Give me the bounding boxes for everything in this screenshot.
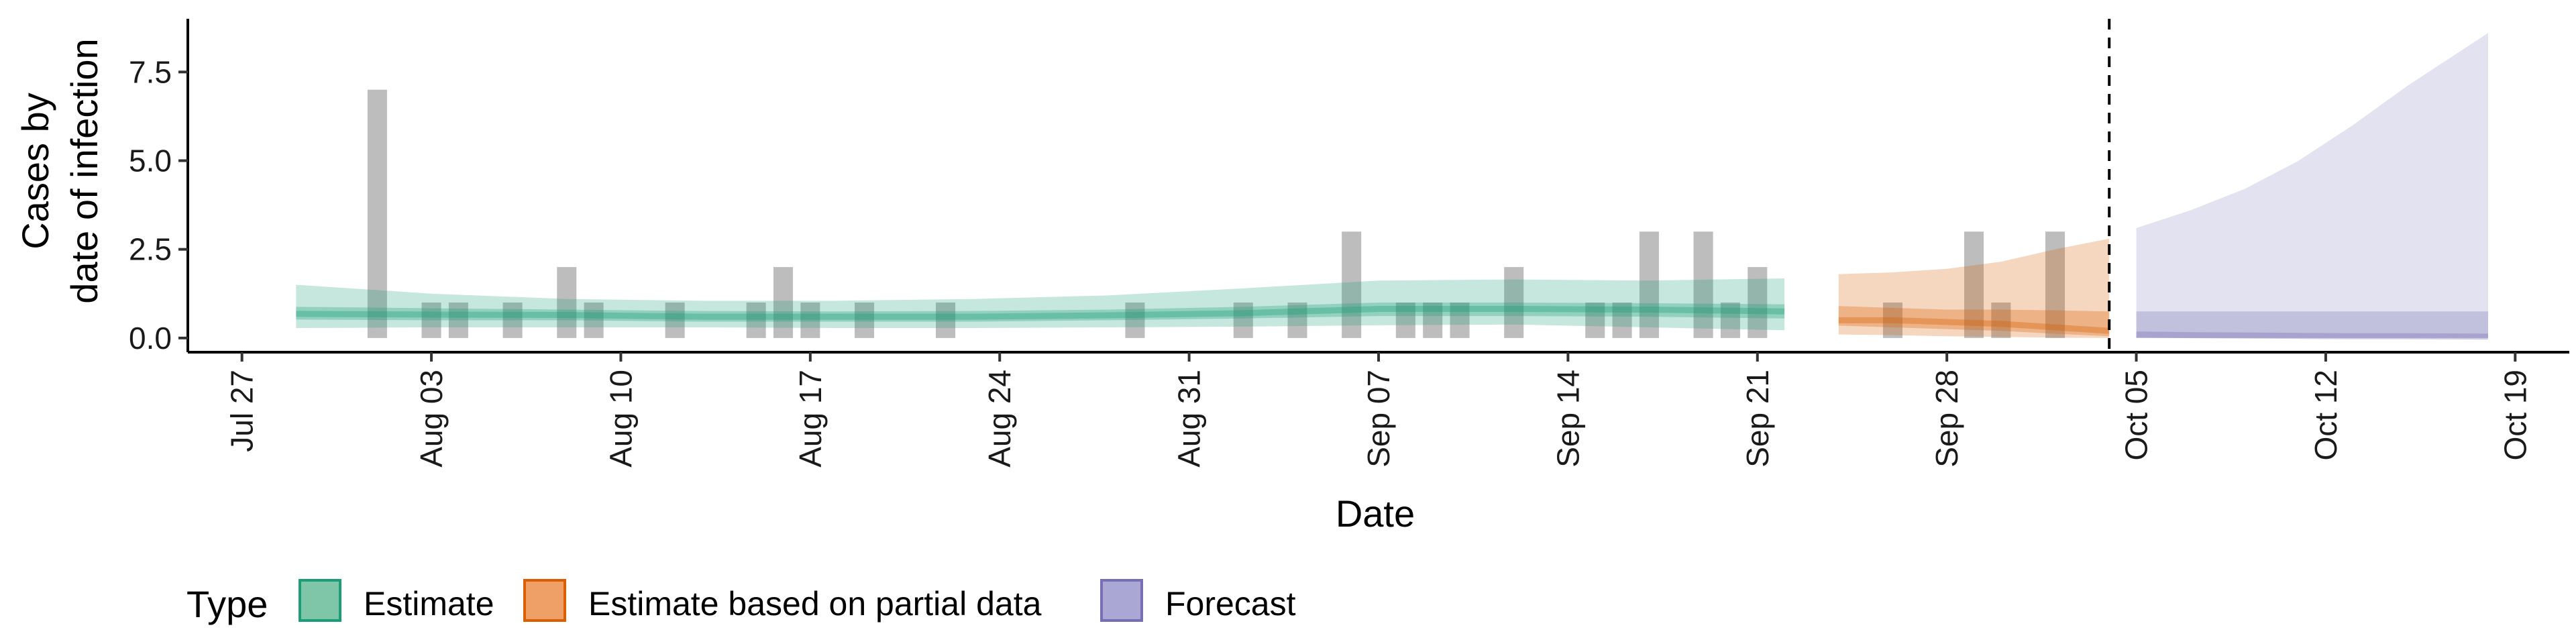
y-axis-title-line-2: date of infection [63, 38, 105, 303]
forecast-ribbon-90 [2136, 33, 2488, 338]
legend-title: Type [186, 583, 268, 625]
estimate-median-line [296, 305, 1785, 320]
x-tick-label: Aug 17 [793, 370, 828, 468]
case-bar [1342, 231, 1362, 338]
case-bar [1287, 302, 1307, 338]
case-bar [1450, 302, 1470, 338]
case-bar [1964, 231, 1984, 338]
estimate-ribbon-90 [296, 278, 1785, 331]
case-bar [502, 302, 523, 338]
legend-key [523, 579, 566, 622]
case-bar [1693, 231, 1713, 338]
case-bar [1720, 302, 1740, 338]
ribbons-layer [296, 33, 2488, 340]
bars-layer [367, 89, 2065, 338]
estimate-based-on-partial-data-ribbon-50 [1838, 306, 2110, 337]
x-tick-label: Sep 14 [1550, 370, 1585, 468]
y-axis-title-line-1: Cases by [14, 93, 56, 249]
case-bar [2045, 231, 2065, 338]
forecast-median-line [2136, 331, 2488, 340]
case-bar [1612, 302, 1632, 338]
y-tick-label: 0.0 [129, 321, 172, 356]
x-tick-label: Oct 05 [2119, 370, 2154, 461]
y-axis-title: Cases by date of infection [14, 38, 105, 303]
legend: Type Estimate Estimate based on partial d… [186, 579, 1296, 625]
case-bar [746, 302, 766, 338]
forecast-ribbon-50 [2136, 311, 2488, 338]
case-bar [855, 302, 875, 338]
case-bar [1233, 302, 1253, 338]
legend-key [299, 579, 341, 622]
case-bar [1748, 267, 1768, 338]
case-bar [773, 267, 794, 338]
case-bar [1125, 302, 1145, 338]
x-tick-label: Oct 19 [2498, 370, 2532, 461]
axes-layer: 0.0 2.5 5.0 7.5 Jul 27 Aug 03 Aug 10 Aug 17 Aug … [129, 19, 2569, 468]
case-bar [665, 302, 685, 338]
y-tick-label: 2.5 [129, 232, 172, 267]
x-tick-label: Aug 10 [603, 370, 638, 468]
case-bar [1395, 302, 1415, 338]
y-tick-label: 7.5 [129, 54, 172, 89]
case-bar [367, 89, 387, 338]
case-bar [1991, 302, 2011, 338]
case-bar [1504, 267, 1524, 338]
x-tick-label: Sep 07 [1361, 370, 1396, 468]
case-bar [1585, 302, 1605, 338]
case-bar [448, 302, 468, 338]
legend-label: Estimate [364, 585, 494, 623]
case-bar [421, 302, 441, 338]
case-bar [1882, 302, 1902, 338]
estimate-based-on-partial-data-median-line [1838, 317, 2110, 334]
x-tick-label: Aug 03 [414, 370, 449, 468]
x-tick-label: Aug 24 [982, 370, 1017, 468]
x-axis-title: Date [1336, 492, 1415, 535]
case-bar [1639, 231, 1659, 338]
legend-label: Forecast [1165, 585, 1296, 623]
case-bar [936, 302, 956, 338]
x-tick-label: Oct 12 [2308, 370, 2343, 461]
case-bar [584, 302, 604, 338]
case-bar [557, 267, 577, 338]
x-tick-label: Aug 31 [1172, 370, 1207, 468]
case-bar [800, 302, 820, 338]
x-tick-label: Sep 28 [1929, 370, 1964, 468]
case-bar [1423, 302, 1443, 338]
x-tick-label: Jul 27 [225, 370, 260, 452]
y-tick-label: 5.0 [129, 143, 172, 178]
legend-label: Estimate based on partial data [588, 585, 1042, 623]
estimate-based-on-partial-data-ribbon-90 [1838, 238, 2110, 338]
legend-key [1100, 579, 1143, 622]
estimate-ribbon-50 [296, 302, 1785, 322]
x-tick-label: Sep 21 [1740, 370, 1775, 468]
